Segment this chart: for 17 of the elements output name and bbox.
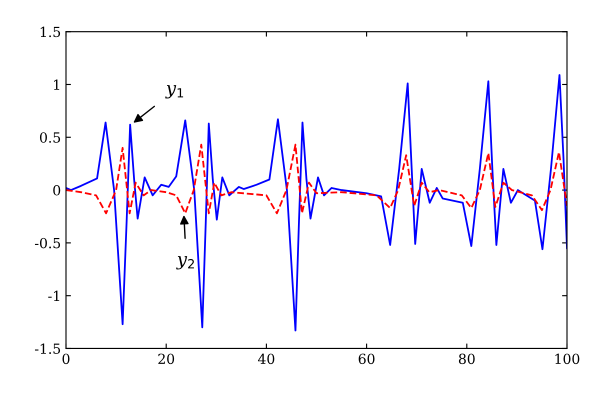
x-tick-label: 80 <box>458 354 475 364</box>
y-tick-label: 0.5 <box>40 132 60 143</box>
annotation: y$_{2}$ <box>176 256 194 270</box>
line-series <box>66 144 567 214</box>
y-tick-label: -1.5 <box>34 343 60 354</box>
line-series <box>66 74 567 332</box>
x-tick-label: 20 <box>158 354 174 364</box>
y-tick-label: 1 <box>54 79 60 90</box>
x-tick-label: 0 <box>62 354 70 364</box>
x-tick-label: 60 <box>358 354 375 364</box>
x-tick-label: 100 <box>555 354 580 364</box>
y-tick-label: -1 <box>48 290 60 301</box>
y-tick-label: 0 <box>53 185 60 196</box>
y-tick-label: -0.5 <box>34 238 60 248</box>
x-tick-label: 40 <box>258 354 274 364</box>
annotation: y$_{1}$ <box>165 85 184 98</box>
y-tick-label: 1.5 <box>40 26 60 38</box>
